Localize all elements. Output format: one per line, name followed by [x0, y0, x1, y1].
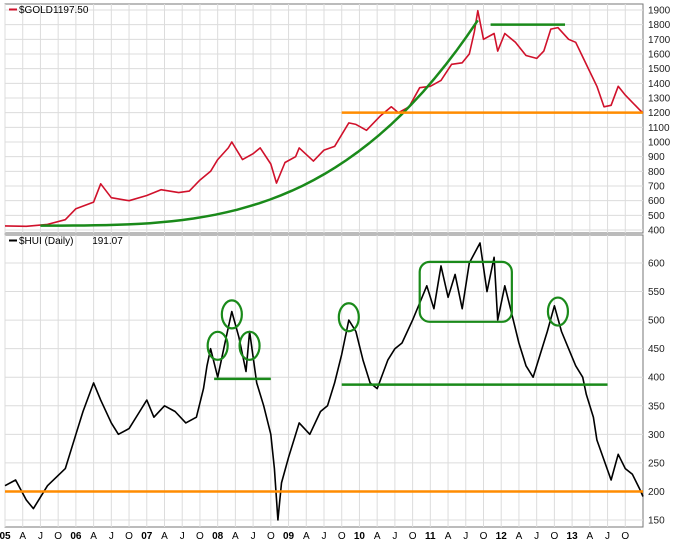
x-tick-label: J [605, 531, 610, 542]
x-tick-label: J [534, 531, 539, 542]
x-tick-label: J [322, 531, 327, 542]
bottom-y-tick-label: 250 [648, 458, 665, 469]
bottom-y-tick-label: 550 [648, 287, 665, 298]
top-y-tick-label: 1900 [648, 6, 671, 17]
top-y-tick-label: 1600 [648, 50, 671, 61]
x-tick-label: 05 [0, 531, 11, 542]
x-tick-label: O [267, 531, 275, 542]
top-y-tick-label: 1400 [648, 79, 671, 90]
x-tick-label: 09 [283, 531, 295, 542]
bottom-y-tick-label: 300 [648, 430, 665, 441]
top-series-line [4, 9, 644, 228]
top-y-tick-label: 1100 [648, 123, 670, 134]
x-tick-label: 11 [425, 531, 436, 542]
top-y-tick-label: 1700 [648, 35, 671, 46]
bottom-highlight-circle [238, 330, 261, 361]
x-tick-label: O [480, 531, 488, 542]
top-y-tick-label: 700 [648, 182, 665, 193]
bottom-legend-value: 191.07 [92, 236, 123, 247]
x-tick-label: A [374, 531, 381, 542]
x-tick-label: A [161, 531, 168, 542]
x-tick-label: 08 [212, 531, 224, 542]
bottom-highlight-circle [206, 330, 229, 361]
top-y-tick-label: 1800 [648, 20, 671, 31]
bottom-y-tick-label: 450 [648, 344, 665, 355]
x-tick-label: O [409, 531, 417, 542]
top-y-tick-label: 900 [648, 152, 665, 163]
x-tick-label: J [38, 531, 43, 542]
bottom-highlight-circle [337, 302, 360, 333]
x-tick-label: O [196, 531, 204, 542]
x-tick-label: 06 [70, 531, 82, 542]
bottom-highlight-circle [546, 296, 570, 327]
x-tick-label: J [180, 531, 185, 542]
x-tick-label: 07 [141, 531, 153, 542]
bottom-legend-label: $HUI (Daily) [19, 236, 73, 247]
top-parabolic-curve [40, 19, 479, 227]
x-tick-label: O [54, 531, 62, 542]
x-tick-label: J [251, 531, 256, 542]
x-tick-label: J [392, 531, 397, 542]
top-y-tick-label: 1200 [648, 108, 671, 119]
bottom-highlight-circle [220, 299, 243, 330]
bottom-y-tick-label: 150 [648, 516, 665, 527]
top-y-tick-label: 600 [648, 196, 665, 207]
x-tick-label: A [586, 531, 593, 542]
top-y-tick-label: 1500 [648, 64, 671, 75]
x-tick-label: O [621, 531, 629, 542]
top-y-tick-label: 1000 [648, 138, 671, 149]
bottom-series-line [4, 242, 644, 521]
x-tick-label: J [109, 531, 114, 542]
top-legend-value: 1197.50 [53, 5, 89, 16]
x-tick-label: A [445, 531, 452, 542]
bottom-y-tick-label: 600 [648, 259, 665, 270]
x-tick-label: A [232, 531, 239, 542]
x-tick-label: A [19, 531, 26, 542]
x-tick-label: 13 [567, 531, 579, 542]
top-y-tick-label: 400 [648, 226, 665, 237]
bottom-y-tick-label: 200 [648, 487, 665, 498]
x-tick-label: O [550, 531, 558, 542]
x-tick-label: O [125, 531, 133, 542]
top-y-tick-label: 800 [648, 167, 665, 178]
x-tick-label: J [463, 531, 468, 542]
top-y-tick-label: 1300 [648, 94, 671, 105]
x-tick-label: O [338, 531, 346, 542]
top-y-tick-label: 500 [648, 211, 665, 222]
top-legend-label: $GOLD [19, 5, 53, 16]
bottom-y-tick-label: 400 [648, 373, 665, 384]
bottom-highlight-box [418, 260, 513, 323]
bottom-y-tick-label: 500 [648, 316, 665, 327]
x-tick-label: A [303, 531, 310, 542]
x-tick-label: A [90, 531, 97, 542]
bottom-y-tick-label: 350 [648, 401, 665, 412]
x-tick-label: 10 [354, 531, 366, 542]
x-tick-label: A [516, 531, 523, 542]
x-tick-label: 12 [496, 531, 508, 542]
